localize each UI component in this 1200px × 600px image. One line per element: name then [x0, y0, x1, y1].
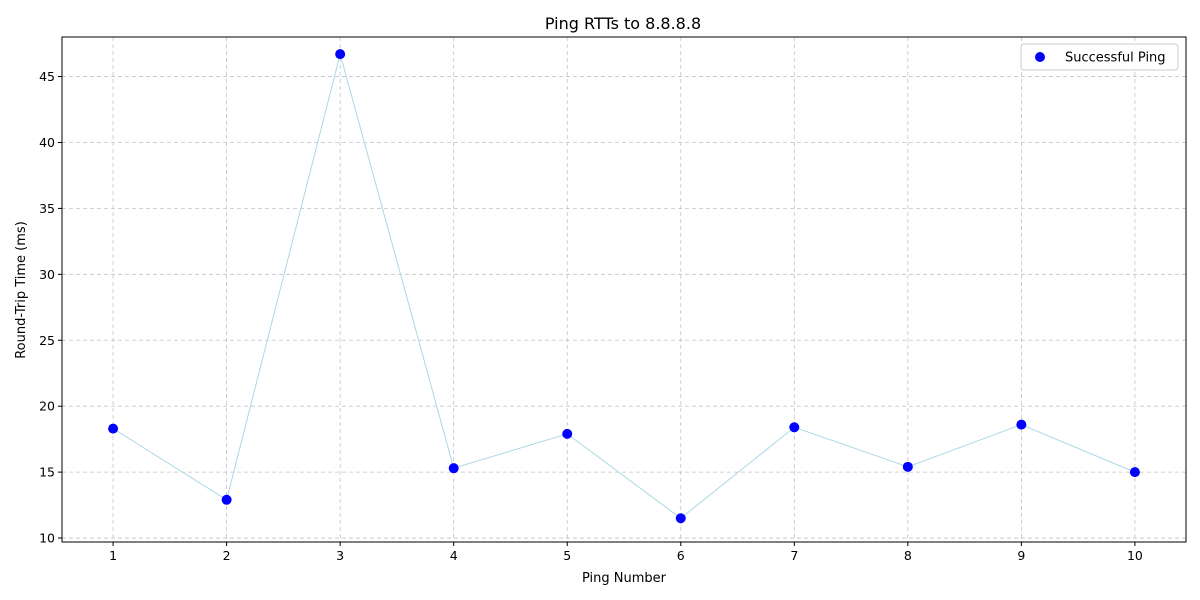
- data-point: [1016, 419, 1027, 430]
- y-tick-label: 20: [39, 399, 55, 414]
- x-tick-label: 4: [450, 548, 458, 563]
- y-tick-label: 35: [39, 201, 55, 216]
- y-axis-ticks: 10 15 20 25 30 35 40 45: [39, 69, 62, 546]
- series-line: [112, 52, 1136, 519]
- y-tick-label: 25: [39, 333, 55, 348]
- legend-marker: [1035, 52, 1045, 62]
- data-point: [902, 461, 913, 472]
- legend-box: [1020, 43, 1179, 71]
- data-point: [675, 513, 686, 524]
- grid: [62, 37, 1186, 542]
- y-tick-label: 15: [39, 465, 55, 480]
- y-tick-label: 45: [39, 69, 55, 84]
- legend: Successful Ping: [1020, 43, 1179, 71]
- y-tick-label: 10: [39, 531, 55, 546]
- x-tick-label: 9: [1017, 548, 1025, 563]
- x-tick-label: 2: [223, 548, 231, 563]
- x-tick-label: 6: [677, 548, 685, 563]
- chart-title: Ping RTTs to 8.8.8.8: [545, 14, 701, 33]
- x-axis-ticks: 1 2 3 4 5 6 7 8 9 10: [109, 542, 1143, 563]
- data-point: [108, 423, 119, 434]
- x-tick-label: 10: [1127, 548, 1143, 563]
- data-point: [562, 428, 573, 439]
- y-tick-label: 40: [39, 135, 55, 150]
- x-tick-label: 7: [790, 548, 798, 563]
- x-tick-label: 1: [109, 548, 117, 563]
- y-axis-label: Round-Trip Time (ms): [14, 221, 29, 359]
- data-point: [448, 463, 459, 474]
- x-tick-label: 8: [904, 548, 912, 563]
- plot-area-frame: [61, 36, 1187, 543]
- data-point: [335, 49, 346, 60]
- series-points: [108, 49, 1140, 524]
- data-point: [789, 422, 800, 433]
- x-axis-label: Ping Number: [582, 571, 667, 586]
- data-point: [1129, 467, 1140, 478]
- x-tick-label: 5: [563, 548, 571, 563]
- data-point: [221, 494, 232, 505]
- y-tick-label: 30: [39, 267, 55, 282]
- legend-label: Successful Ping: [1065, 51, 1166, 66]
- series-line-layer: [112, 52, 1136, 519]
- x-tick-label: 3: [336, 548, 344, 563]
